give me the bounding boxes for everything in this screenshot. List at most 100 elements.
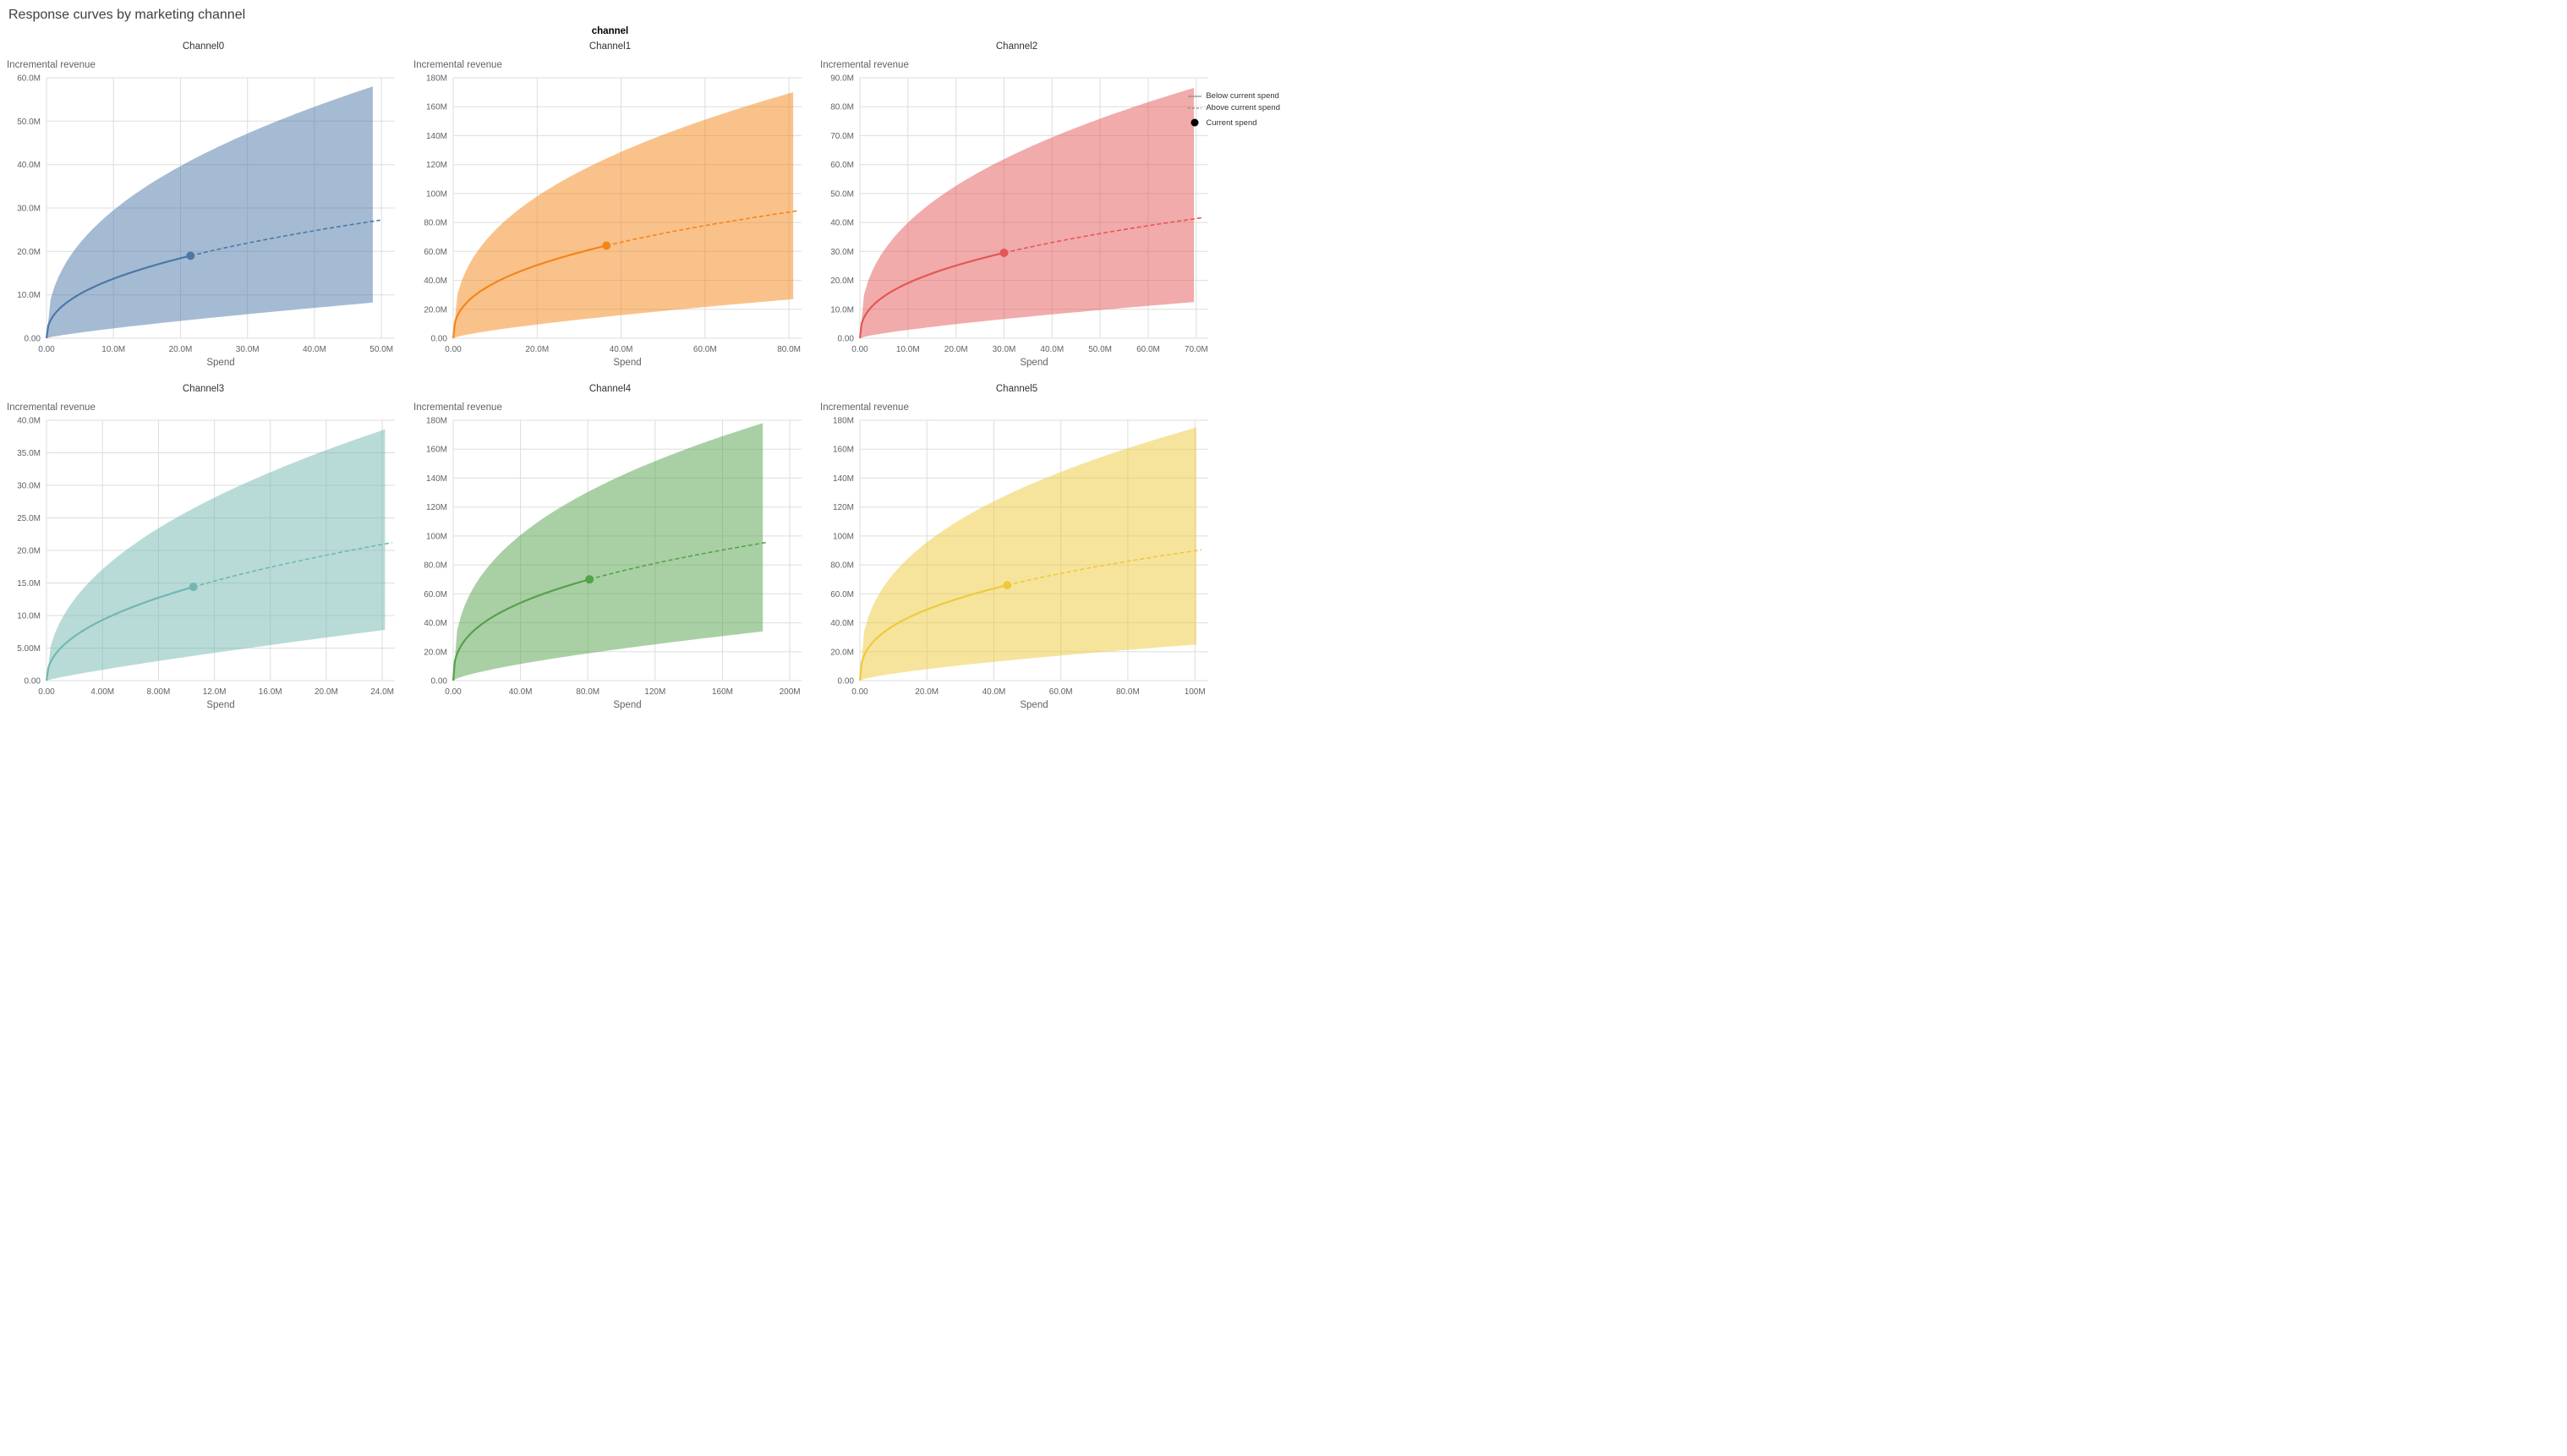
x-tick-label: 40.0M (1040, 345, 1064, 354)
x-tick-label: 100M (1185, 687, 1206, 697)
y-tick-label: 100M (426, 189, 447, 199)
chart-panel-channel0: Channel0 Incremental revenue 0.00 10.0M 20… (0, 36, 407, 370)
current-spend-dot (602, 241, 611, 250)
y-axis-title: Incremental revenue (820, 60, 909, 70)
x-tick-label: 10.0M (896, 345, 920, 354)
chart-title: Channel5 (995, 384, 1038, 394)
curve-above-current-spend (193, 542, 392, 588)
charts-grid: Channel0 Incremental revenue 0.00 10.0M 20… (0, 36, 1220, 713)
y-tick-label: 20.0M (17, 248, 41, 257)
current-spend-dot (999, 249, 1009, 257)
x-axis-title: Spend (1020, 700, 1048, 710)
x-axis-title: Spend (206, 358, 234, 368)
confidence-band (860, 427, 1197, 681)
x-tick-label: 50.0M (369, 345, 393, 354)
response-curve-plot: 0.00 4.00M 8.00M 12.0M 16.0M 20.0M 24.0M 0.00 5.… (17, 417, 395, 710)
y-axis-title: Incremental revenue (413, 402, 502, 413)
y-tick-label: 180M (426, 417, 447, 426)
y-tick-label: 20.0M (830, 648, 854, 657)
legend-label: Above current spend (1206, 103, 1280, 112)
y-tick-label: 0.00 (25, 677, 41, 687)
chart-title: Channel2 (995, 41, 1038, 52)
x-tick-label: 20.0M (315, 687, 338, 697)
y-tick-label: 40.0M (424, 619, 447, 628)
y-tick-label: 60.0M (830, 161, 854, 170)
x-tick-label: 0.00 (445, 687, 462, 697)
y-axis-title: Incremental revenue (820, 402, 909, 413)
dot-icon (1190, 118, 1199, 127)
y-tick-label: 0.00 (838, 335, 855, 344)
chart-title: Channel0 (182, 41, 225, 52)
x-tick-label: 0.00 (851, 345, 868, 354)
x-tick-label: 20.0M (525, 345, 549, 354)
current-spend-dot (186, 251, 195, 260)
curve-above-current-spend (1004, 216, 1204, 254)
y-tick-label: 90.0M (830, 74, 854, 84)
curve-above-current-spend (606, 210, 798, 247)
chart-panel-channel3: Channel3 Incremental revenue 0.00 4.00M 8.… (0, 379, 407, 713)
y-tick-label: 5.00M (17, 644, 41, 654)
x-tick-label: 70.0M (1185, 345, 1208, 354)
legend-item-above-current-spend: Above current spend (1188, 103, 1280, 112)
chart-title: Channel3 (182, 384, 225, 394)
dashed-line-icon (1188, 107, 1202, 109)
curve-above-current-spend (1007, 549, 1202, 586)
y-axis-title: Incremental revenue (7, 402, 96, 413)
curve-below-current-spend (45, 586, 194, 681)
y-tick-label: 20.0M (17, 547, 41, 556)
chart-panel-channel1: Channel1 Incremental revenue 0.00 20.0M 40… (407, 36, 813, 370)
y-tick-label: 120M (426, 161, 447, 170)
y-tick-label: 15.0M (17, 579, 41, 588)
y-tick-label: 140M (426, 132, 447, 141)
legend-item-below-current-spend: Below current spend (1188, 91, 1280, 101)
chart-title: Channel1 (588, 41, 632, 52)
confidence-band (47, 429, 386, 681)
y-tick-label: 30.0M (830, 248, 854, 257)
x-tick-label: 24.0M (370, 687, 394, 697)
y-tick-label: 50.0M (17, 118, 41, 127)
y-tick-label: 0.00 (431, 677, 448, 687)
y-tick-label: 20.0M (424, 648, 447, 657)
x-tick-label: 12.0M (203, 687, 227, 697)
x-tick-label: 60.0M (1136, 345, 1160, 354)
y-tick-label: 160M (426, 103, 447, 112)
page-title: Response curves by marketing channel (8, 8, 246, 22)
x-tick-label: 200M (780, 687, 801, 697)
y-tick-label: 60.0M (830, 590, 854, 599)
y-tick-label: 20.0M (424, 305, 447, 315)
legend-label: Current spend (1206, 118, 1257, 128)
y-tick-label: 80.0M (424, 561, 447, 571)
y-tick-label: 180M (426, 74, 447, 84)
facet-header-channel: channel (591, 26, 629, 36)
y-tick-label: 180M (833, 417, 854, 426)
response-curve-plot: 0.00 10.0M 20.0M 30.0M 40.0M 50.0M 0.00 10.0M 20… (17, 74, 395, 368)
y-tick-label: 25.0M (17, 514, 41, 523)
y-tick-label: 20.0M (830, 276, 854, 286)
y-tick-label: 50.0M (830, 189, 854, 199)
response-curve-plot: 0.00 40.0M 80.0M 120M 160M 200M 0.00 20.0M 40.0M… (424, 417, 802, 710)
x-axis-title: Spend (613, 358, 641, 368)
x-tick-label: 50.0M (1088, 345, 1112, 354)
x-tick-label: 160M (712, 687, 733, 697)
curve-below-current-spend (858, 584, 1008, 681)
x-tick-label: 4.00M (90, 687, 114, 697)
confidence-band (860, 88, 1194, 338)
x-tick-label: 0.00 (38, 687, 55, 697)
curve-below-current-spend (452, 244, 607, 339)
x-tick-label: 40.0M (509, 687, 533, 697)
x-tick-label: 0.00 (851, 687, 868, 697)
x-tick-label: 20.0M (169, 345, 193, 354)
x-tick-label: 20.0M (915, 687, 939, 697)
chart-title: Channel4 (588, 384, 632, 394)
x-tick-label: 0.00 (38, 345, 55, 354)
response-curve-plot: 0.00 20.0M 40.0M 60.0M 80.0M 100M 0.00 20.0M 40.… (830, 417, 1208, 710)
x-tick-label: 8.00M (147, 687, 171, 697)
y-tick-label: 80.0M (830, 561, 854, 571)
confidence-band (453, 423, 764, 681)
x-axis-title: Spend (613, 700, 641, 710)
y-tick-label: 10.0M (17, 291, 41, 300)
y-tick-label: 60.0M (17, 74, 41, 84)
y-tick-label: 160M (426, 446, 447, 455)
x-tick-label: 0.00 (445, 345, 462, 354)
y-tick-label: 35.0M (17, 449, 41, 458)
